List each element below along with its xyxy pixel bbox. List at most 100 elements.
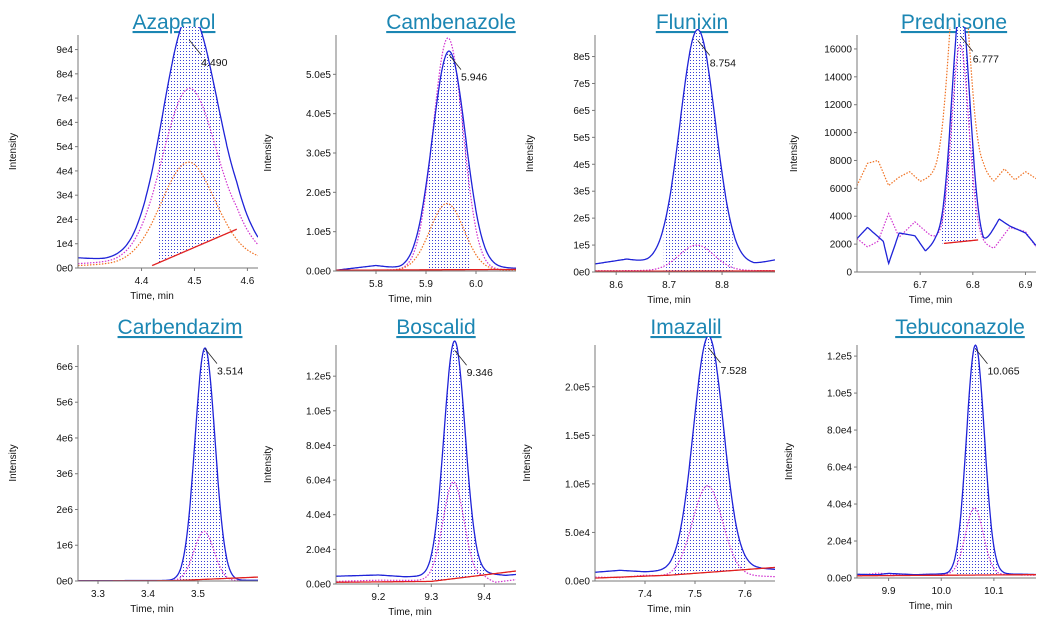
x-tick-label: 5.8 (369, 279, 383, 290)
chart-title: Boscalid (396, 316, 475, 339)
series-line (943, 239, 979, 245)
y-axis-title: Intensity (522, 444, 533, 481)
x-tick-label: 9.3 (424, 592, 438, 603)
y-tick-label: 4e5 (573, 160, 590, 171)
chart-title: Tebuconazole (895, 316, 1025, 339)
y-tick-label: 4.0e4 (827, 500, 852, 511)
y-tick-label: 1.0e5 (306, 406, 331, 417)
plot-area (857, 344, 1036, 577)
y-tick-label: 8e4 (56, 69, 73, 80)
chart-panel: Flunixin 8.754 0e0 1e5 2e5 3e5 4e5 5e5 6e5 7e5 8e5… (525, 11, 775, 306)
x-tick-label: 9.9 (882, 586, 896, 597)
y-tick-label: 2.0e4 (306, 545, 331, 556)
x-tick-label: 3.5 (191, 589, 205, 600)
peak-leader-line (708, 347, 721, 364)
y-tick-label: 6.0e4 (306, 476, 331, 487)
peak-leader-line (975, 348, 988, 364)
x-axis-title: Time, min (388, 607, 432, 618)
plot-area (857, 27, 1036, 266)
y-tick-label: 14000 (824, 72, 852, 83)
x-tick-label: 3.4 (141, 589, 155, 600)
chart-title: Prednisone (901, 11, 1007, 34)
x-axis-title: Time, min (130, 604, 174, 615)
y-tick-label: 8000 (830, 156, 853, 167)
peak-rt-label: 4.490 (201, 57, 227, 69)
peak-area (675, 337, 745, 575)
y-tick-label: 2e5 (573, 214, 590, 225)
chart-panel: Azaperol 4.490 0e0 1e4 2e4 3e4 4e4 5e4 6e4 7e4 8e4… (8, 11, 258, 302)
series-line (336, 340, 516, 578)
series-line (336, 202, 516, 271)
peak-area (941, 27, 979, 244)
y-tick-label: 6.0e4 (827, 463, 852, 474)
plot-area (336, 340, 516, 583)
x-tick-label: 10.0 (932, 586, 952, 597)
x-tick-label: 4.6 (240, 276, 254, 287)
y-tick-label: 7e5 (573, 79, 590, 90)
chart-title: Azaperol (133, 11, 216, 34)
x-axis-title: Time, min (130, 291, 174, 302)
series-line (336, 481, 516, 583)
peak-leader-line (204, 348, 218, 364)
y-tick-label: 8.0e4 (827, 426, 852, 437)
x-tick-label: 10.1 (984, 586, 1004, 597)
y-tick-label: 1.5e5 (565, 431, 590, 442)
y-axis-title: Intensity (789, 135, 800, 172)
y-tick-label: 0.0e0 (306, 267, 331, 278)
y-tick-label: 0.0e0 (827, 574, 852, 585)
x-axis-title: Time, min (647, 295, 691, 306)
y-tick-label: 0.0e0 (306, 580, 331, 591)
chart-panel: Imazalil 7.528 0.0e0 5.0e4 1.0e5 1.5e5 2.0e5 7.… (522, 316, 775, 615)
x-tick-label: 4.4 (135, 276, 149, 287)
y-tick-label: 7e4 (56, 94, 73, 105)
y-tick-label: 1.2e5 (827, 352, 852, 363)
x-axis-title: Time, min (388, 294, 432, 305)
x-tick-label: 6.7 (913, 280, 927, 291)
chart-panel: Cambenazole 5.946 0.0e0 1.0e5 2.0e5 3.0e5 4.0e… (263, 11, 516, 305)
x-tick-label: 8.7 (662, 280, 676, 291)
series-line (857, 27, 1036, 187)
y-tick-label: 16000 (824, 44, 852, 55)
series-line (857, 27, 1036, 266)
chart-title: Carbendazim (118, 316, 243, 339)
chart-panel: Carbendazim 3.514 0e0 1e6 2e6 3e6 4e6 5e6 6e6 3.3… (8, 316, 258, 615)
series-line (78, 27, 258, 260)
y-tick-label: 3e6 (56, 469, 73, 480)
series-line (78, 347, 258, 581)
series-line (78, 87, 258, 265)
series-line (78, 576, 258, 581)
chart-title: Imazalil (650, 316, 721, 339)
peak-area (178, 348, 228, 581)
y-tick-label: 8.0e4 (306, 441, 331, 452)
y-tick-label: 0 (846, 268, 852, 279)
series-line (857, 507, 1036, 576)
y-tick-label: 2.0e5 (306, 188, 331, 199)
peak-area (428, 51, 471, 270)
y-tick-label: 0.0e0 (565, 577, 590, 588)
y-axis-title: Intensity (525, 135, 536, 172)
y-tick-label: 5e5 (573, 133, 590, 144)
x-tick-label: 6.0 (469, 279, 483, 290)
peak-rt-label: 6.777 (973, 53, 999, 65)
plot-area (336, 37, 516, 271)
y-tick-label: 6e4 (56, 118, 73, 129)
y-tick-label: 4000 (830, 212, 853, 223)
y-tick-label: 3e5 (573, 187, 590, 198)
y-tick-label: 4.0e4 (306, 510, 331, 521)
y-tick-label: 1.2e5 (306, 372, 331, 383)
plot-area (595, 337, 775, 579)
series-line (857, 344, 1036, 576)
y-tick-label: 4e6 (56, 433, 73, 444)
y-tick-label: 1.0e5 (565, 479, 590, 490)
x-tick-label: 7.6 (738, 589, 752, 600)
y-axis-title: Intensity (8, 133, 19, 170)
x-tick-label: 7.4 (638, 589, 652, 600)
x-tick-label: 9.2 (371, 592, 385, 603)
x-tick-label: 9.4 (477, 592, 491, 603)
y-axis-title: Intensity (263, 446, 274, 483)
y-tick-label: 0e0 (573, 268, 590, 279)
peak-rt-label: 10.065 (987, 366, 1019, 378)
x-tick-label: 3.3 (91, 589, 105, 600)
x-tick-label: 7.5 (688, 589, 702, 600)
y-tick-label: 1e6 (56, 541, 73, 552)
